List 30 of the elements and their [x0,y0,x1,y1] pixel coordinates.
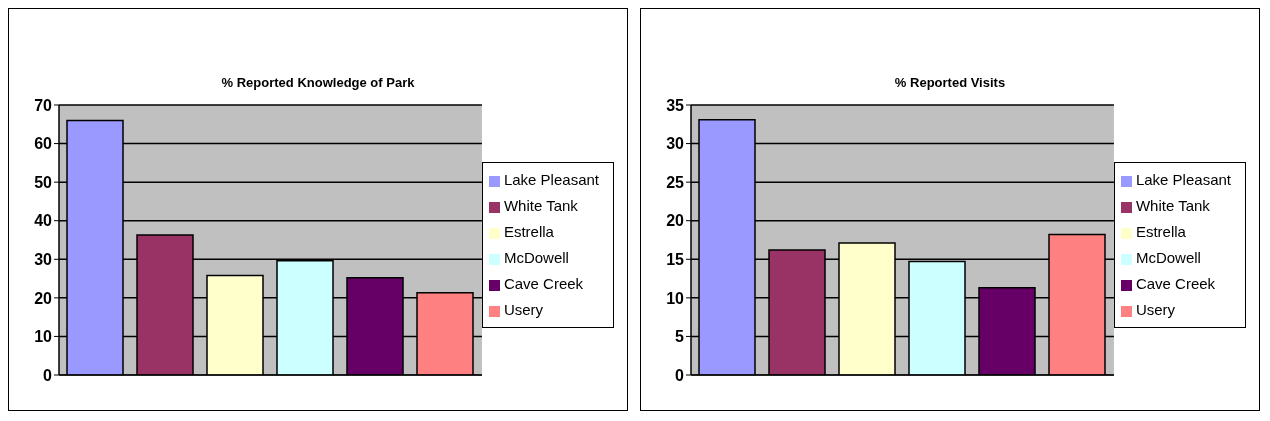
y-tick-label: 70 [34,96,53,114]
legend-label: Cave Creek [1135,275,1216,292]
legend-label: McDowell [1135,249,1201,266]
y-tick-label: 40 [34,212,53,230]
y-tick-label: 10 [666,289,685,307]
y-tick-label: 20 [34,289,53,307]
y-tick-label: 15 [666,250,685,268]
legend-label: White Tank [503,197,578,214]
y-tick-label: 20 [666,212,685,230]
y-tick-label: 30 [666,135,685,153]
y-tick-label: 60 [34,135,53,153]
legend-label: White Tank [1135,197,1210,214]
y-tick-label: 0 [43,366,53,384]
legend-label: Lake Pleasant [503,171,599,188]
legend-label: Usery [1135,301,1176,318]
chart-title: % Reported Visits [893,75,1007,92]
chart-title: % Reported Knowledge of Park [220,75,416,92]
y-tick-label: 30 [34,250,53,268]
legend-label: Estrella [503,223,554,240]
y-tick-label: 5 [675,328,685,346]
y-tick-label: 50 [34,173,53,191]
y-tick-label: 10 [34,328,53,346]
y-tick-label: 35 [666,96,685,114]
legend-label: McDowell [503,249,569,266]
y-tick-label: 25 [666,173,685,191]
legend-label: Usery [503,301,544,318]
legend-label: Estrella [1135,223,1186,240]
legend-label: Cave Creek [503,275,584,292]
legend-label: Lake Pleasant [1135,171,1231,188]
y-tick-label: 0 [675,366,685,384]
